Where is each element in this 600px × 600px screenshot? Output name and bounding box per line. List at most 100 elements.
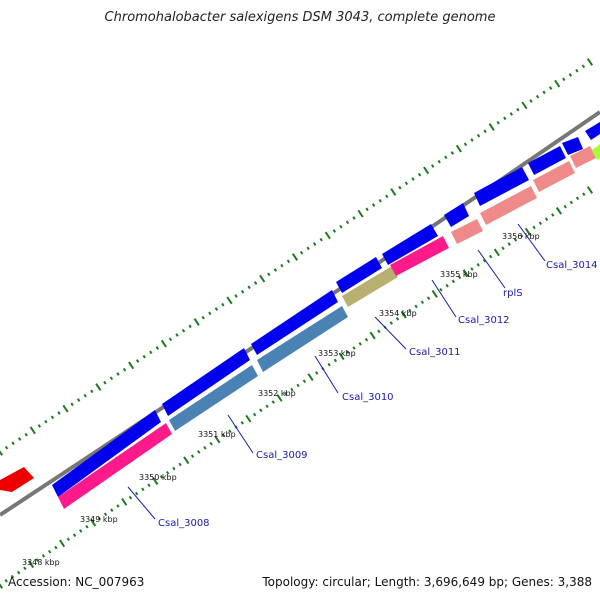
- forward-cds-feature[interactable]: [562, 137, 583, 155]
- major-tick: [121, 497, 128, 506]
- minor-tick: [575, 68, 579, 73]
- minor-tick: [147, 483, 151, 488]
- inner-tick-ring: [0, 186, 594, 589]
- major-tick: [493, 248, 500, 257]
- minor-tick: [551, 213, 555, 217]
- minor-tick: [252, 412, 257, 417]
- reverse-cds-feature[interactable]: [342, 266, 398, 307]
- minor-tick: [346, 350, 350, 354]
- forward-cds-feature[interactable]: [251, 290, 338, 355]
- minor-tick: [41, 554, 46, 558]
- major-tick: [193, 318, 200, 326]
- minor-tick: [35, 558, 39, 562]
- gene-label-rpls[interactable]: rplS: [503, 288, 523, 299]
- reverse-cds-feature[interactable]: [169, 365, 258, 431]
- minor-tick: [265, 404, 269, 409]
- minor-tick: [97, 516, 102, 521]
- minor-tick: [149, 350, 153, 355]
- major-tick: [423, 166, 430, 175]
- minor-tick: [4, 445, 9, 450]
- kbp-label: 3351 kbp: [198, 430, 236, 439]
- forward-cds-feature[interactable]: [52, 410, 161, 497]
- reverse-cds-feature[interactable]: [570, 146, 596, 168]
- minor-tick: [315, 371, 319, 375]
- minor-tick: [128, 495, 133, 500]
- major-tick: [338, 352, 345, 361]
- forward-cds-feature[interactable]: [336, 257, 382, 293]
- kbp-label: 3350 kbp: [139, 473, 177, 482]
- gene-label-csal-3009[interactable]: Csal_3009: [256, 450, 308, 461]
- forward-cds-feature[interactable]: [474, 167, 529, 206]
- major-tick: [95, 383, 102, 391]
- minor-tick: [542, 90, 546, 95]
- minor-tick: [110, 508, 114, 512]
- minor-tick: [439, 287, 443, 292]
- gene-label-csal-3011[interactable]: Csal_3011: [409, 347, 461, 358]
- major-tick: [226, 296, 233, 305]
- minor-tick: [408, 308, 412, 313]
- minor-tick: [141, 487, 145, 492]
- minor-tick: [563, 204, 567, 209]
- minor-tick: [23, 566, 27, 571]
- minor-tick: [352, 346, 356, 350]
- misc-feature-lime[interactable]: [592, 144, 600, 160]
- minor-tick: [134, 491, 139, 496]
- gene-label-csal-3008[interactable]: Csal_3008: [158, 518, 210, 529]
- forward-cds-feature[interactable]: [585, 122, 600, 140]
- minor-tick: [532, 225, 536, 230]
- minor-tick: [16, 570, 21, 575]
- forward-cds-feature[interactable]: [528, 146, 566, 175]
- major-tick: [555, 206, 563, 215]
- reverse-cds-feature[interactable]: [390, 236, 449, 276]
- kbp-label: 3348 kbp: [22, 558, 60, 567]
- major-tick: [291, 253, 299, 261]
- forward-cds-feature[interactable]: [382, 224, 438, 265]
- minor-tick: [414, 304, 418, 309]
- major-tick: [462, 269, 469, 278]
- minor-tick: [503, 116, 507, 121]
- minor-tick: [135, 359, 140, 363]
- red-feature[interactable]: [0, 467, 34, 492]
- major-tick: [214, 435, 221, 444]
- minor-tick: [516, 107, 520, 112]
- minor-tick: [535, 94, 540, 99]
- major-tick: [152, 477, 159, 485]
- forward-cds-feature[interactable]: [444, 203, 469, 227]
- minor-tick: [476, 263, 480, 267]
- leader-line: [517, 223, 546, 262]
- gene-label-csal-3014[interactable]: Csal_3014: [546, 260, 598, 271]
- minor-tick: [4, 579, 8, 583]
- reverse-cds-feature[interactable]: [58, 423, 172, 509]
- reverse-cds-feature[interactable]: [480, 186, 537, 225]
- minor-tick: [197, 450, 201, 454]
- accession-text: Accession: NC_007963: [8, 575, 145, 589]
- forward-cds-feature[interactable]: [162, 348, 250, 416]
- minor-tick: [507, 242, 511, 246]
- minor-tick: [142, 354, 146, 359]
- leader-line: [227, 414, 254, 454]
- minor-tick: [116, 372, 120, 376]
- gene-label-csal-3012[interactable]: Csal_3012: [458, 315, 510, 326]
- minor-tick: [389, 321, 393, 325]
- gene-label-csal-3010[interactable]: Csal_3010: [342, 392, 394, 403]
- minor-tick: [54, 545, 58, 550]
- minor-tick: [50, 415, 55, 420]
- minor-tick: [568, 73, 573, 77]
- minor-tick: [159, 475, 164, 479]
- minor-tick: [83, 393, 87, 398]
- minor-tick: [395, 317, 400, 321]
- major-tick: [59, 539, 66, 548]
- minor-tick: [271, 400, 275, 404]
- minor-tick: [37, 424, 42, 428]
- gene-labels: Csal_3008 Csal_3009 Csal_3010 Csal_3011 …: [158, 260, 598, 529]
- minor-tick: [333, 358, 338, 363]
- reverse-cds-feature[interactable]: [451, 219, 483, 244]
- minor-tick: [103, 380, 107, 385]
- minor-tick: [122, 367, 127, 372]
- minor-tick: [445, 283, 449, 288]
- minor-tick: [513, 238, 518, 242]
- reverse-cds-feature[interactable]: [533, 161, 575, 192]
- minor-tick: [417, 172, 422, 177]
- minor-tick: [457, 275, 462, 280]
- reverse-cds-feature[interactable]: [257, 306, 348, 372]
